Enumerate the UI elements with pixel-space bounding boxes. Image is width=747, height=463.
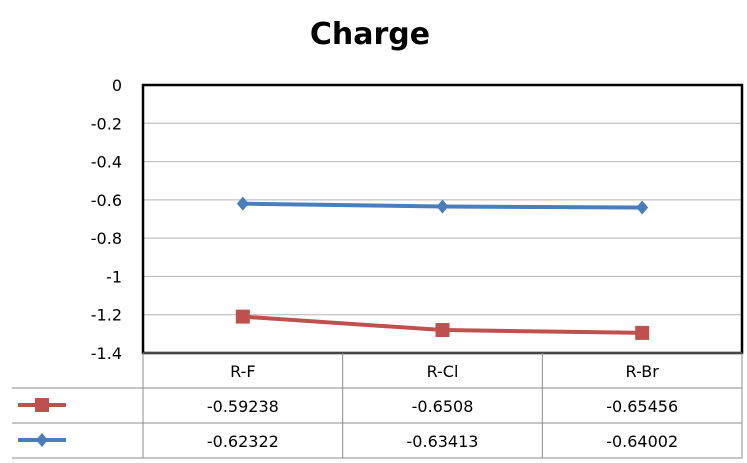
series-2-marker	[636, 200, 649, 215]
series-lines	[235, 196, 650, 340]
y-axis: 0 -0.2 -0.4 -0.6 -0.8 -1 -1.2 -1.4	[91, 76, 122, 363]
table-cell: -0.6508	[412, 397, 474, 416]
legend-key-marker	[35, 398, 49, 412]
table-cell: -0.59238	[207, 397, 279, 416]
table-cell: -0.64002	[606, 432, 678, 451]
table-cell: -0.63413	[407, 432, 479, 451]
data-table: R-F R-Cl R-Br -0.59238 -0.6508 -0.65456 -0.623…	[12, 352, 743, 459]
table-cell: -0.62322	[207, 432, 279, 451]
y-tick-label: -0.8	[91, 229, 122, 248]
category-label: R-Br	[626, 362, 660, 381]
chart-title: Charge	[310, 17, 430, 52]
series-2-marker	[236, 196, 249, 211]
series-1-marker	[635, 325, 650, 340]
y-tick-label: -0.2	[91, 114, 122, 133]
series-2-marker	[436, 199, 449, 214]
category-label: R-Cl	[427, 362, 459, 381]
series-1-marker	[235, 309, 250, 324]
series-1-marker	[435, 323, 450, 338]
legend-key-marker	[36, 433, 48, 447]
y-tick-label: -1	[106, 267, 122, 286]
y-tick-label: -0.6	[91, 191, 122, 210]
y-tick-label: -1.2	[91, 306, 122, 325]
y-tick-label: 0	[112, 76, 122, 95]
table-cell: -0.65456	[606, 397, 678, 416]
y-tick-label: -0.4	[91, 153, 122, 172]
plot-area-border	[141, 83, 744, 355]
category-label: R-F	[230, 362, 255, 381]
y-tick-label: -1.4	[91, 344, 122, 363]
gridlines	[143, 84, 742, 354]
